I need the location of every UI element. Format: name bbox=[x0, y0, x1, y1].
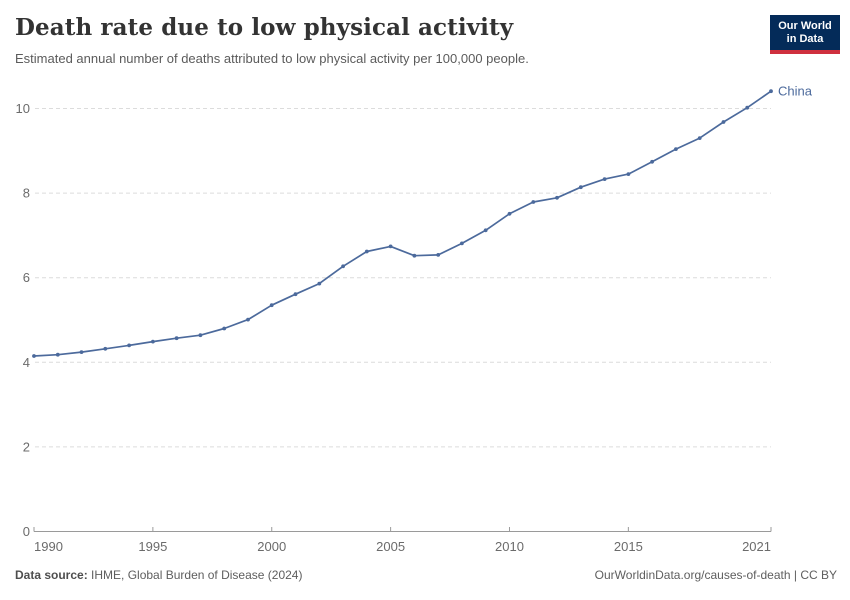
x-axis-tick-label: 2021 bbox=[742, 539, 771, 554]
logo-text-line1: Our World bbox=[778, 20, 832, 32]
data-point-marker bbox=[269, 303, 274, 308]
logo-text-line2: in Data bbox=[786, 33, 824, 46]
x-axis-tick-label: 2010 bbox=[495, 539, 524, 554]
data-point-marker bbox=[198, 333, 203, 338]
chart-footer: Data source: IHME, Global Burden of Dise… bbox=[15, 568, 837, 582]
series-end-label[interactable]: China bbox=[778, 84, 813, 99]
y-axis-tick-label: 0 bbox=[23, 524, 30, 539]
data-point-marker bbox=[364, 249, 369, 254]
data-point-marker bbox=[507, 211, 512, 216]
data-point-marker bbox=[602, 177, 607, 182]
data-point-marker bbox=[745, 105, 750, 110]
data-source-note: Data source: IHME, Global Burden of Dise… bbox=[15, 568, 302, 582]
data-source-label: Data source: bbox=[15, 568, 88, 582]
chart-subtitle: Estimated annual number of deaths attrib… bbox=[15, 50, 529, 66]
y-axis-tick-label: 10 bbox=[16, 101, 30, 116]
data-point-marker bbox=[317, 281, 322, 286]
data-point-marker bbox=[769, 89, 773, 94]
data-point-marker bbox=[555, 195, 559, 200]
page-title: Death rate due to low physical activity bbox=[15, 14, 514, 41]
data-point-marker bbox=[341, 264, 345, 269]
series-line bbox=[33, 90, 772, 357]
x-axis-tick-label: 2005 bbox=[376, 539, 405, 554]
footer-citation-link[interactable]: OurWorldinData.org/causes-of-death | CC … bbox=[594, 568, 837, 582]
x-axis-tick-label: 1990 bbox=[34, 539, 63, 554]
data-point-marker bbox=[151, 339, 155, 344]
data-point-marker bbox=[483, 228, 488, 233]
data-point-marker bbox=[626, 172, 631, 177]
data-point-marker bbox=[460, 241, 464, 246]
data-source-text: IHME, Global Burden of Disease (2024) bbox=[87, 568, 303, 582]
data-point-marker bbox=[436, 253, 441, 257]
y-axis-tick-label: 8 bbox=[23, 186, 30, 201]
data-point-marker bbox=[674, 147, 678, 152]
data-point-marker bbox=[127, 343, 131, 348]
y-axis-tick-label: 2 bbox=[23, 439, 30, 454]
data-point-marker bbox=[412, 253, 417, 258]
data-point-marker bbox=[32, 354, 36, 358]
y-axis-tick-label: 4 bbox=[23, 355, 30, 370]
data-point-marker bbox=[55, 352, 60, 357]
data-point-marker bbox=[79, 350, 84, 354]
x-axis-tick-label: 2000 bbox=[257, 539, 286, 554]
data-point-marker bbox=[388, 244, 393, 249]
data-point-marker bbox=[103, 346, 108, 351]
data-point-marker bbox=[222, 326, 227, 331]
data-point-marker bbox=[531, 200, 536, 204]
x-axis-tick-label: 1995 bbox=[138, 539, 167, 554]
y-axis-tick-label: 6 bbox=[23, 270, 30, 285]
data-point-marker bbox=[650, 159, 654, 164]
data-point-marker bbox=[246, 317, 250, 322]
owid-logo[interactable]: Our World in Data bbox=[770, 15, 840, 55]
data-point-marker bbox=[721, 120, 726, 124]
data-point-marker bbox=[578, 185, 583, 190]
data-point-marker bbox=[174, 336, 179, 341]
chart-header: Death rate due to low physical activity … bbox=[15, 14, 755, 67]
x-axis-tick-label: 2015 bbox=[614, 539, 643, 554]
data-point-marker bbox=[293, 292, 298, 297]
data-point-marker bbox=[697, 136, 702, 141]
